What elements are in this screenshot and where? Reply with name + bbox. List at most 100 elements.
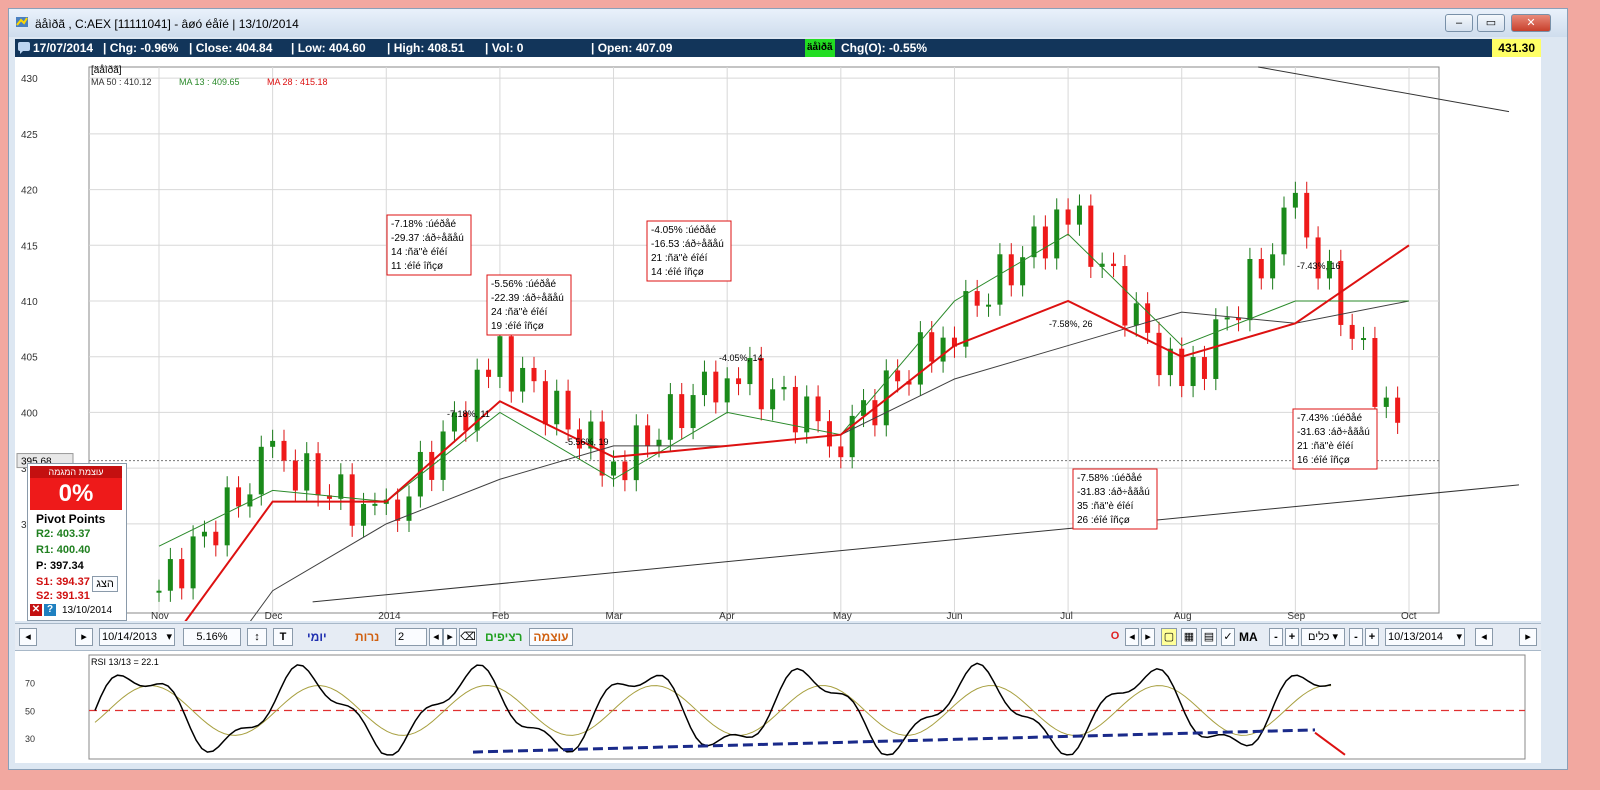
o-button[interactable]: O	[1110, 630, 1120, 642]
candle-body	[1122, 266, 1128, 326]
candle-body	[724, 378, 730, 403]
eraser-icon[interactable]: ⌫	[459, 628, 477, 646]
strength-button[interactable]: עוצמה	[529, 628, 573, 646]
help-icon[interactable]: ?	[44, 604, 56, 616]
daily-button[interactable]: יומי	[307, 630, 327, 644]
show-button[interactable]: הצג	[92, 576, 118, 592]
chart-toolbar: ◂ ▸ 10/14/2013 ▾ 5.16% ↕ T יומי נרות 2 ◂ …	[15, 623, 1541, 651]
candle-body	[1065, 209, 1071, 225]
rsi-panel[interactable]: 70 50 30 RSI 13/13 = 22.1	[15, 651, 1541, 763]
annotation-line: 21 :ñä"è éîéí	[1297, 441, 1354, 452]
scroll-right-end-button[interactable]: ▸	[1519, 628, 1537, 646]
maximize-button[interactable]: ▭	[1477, 14, 1505, 32]
candle-body	[781, 386, 787, 390]
pivot-title: Pivot Points	[36, 512, 106, 526]
candle-body	[565, 390, 571, 430]
candle-body	[406, 496, 412, 521]
zoom-plus-button[interactable]: +	[1365, 628, 1379, 646]
scroll-left-button[interactable]: ◂	[19, 628, 37, 646]
title-bar[interactable]: äåìðã , C:AEX [11111041] - âøó éåîé | 13…	[9, 9, 1567, 37]
spin-right-button[interactable]: ▸	[443, 628, 457, 646]
period-spinner[interactable]: 2	[395, 628, 427, 646]
candles-button[interactable]: נרות	[355, 630, 380, 644]
candle-body	[792, 386, 798, 433]
annotation-box	[1292, 408, 1378, 470]
info-close: | Close: 404.84	[189, 41, 273, 55]
rsi-line	[94, 662, 1332, 756]
pivot-date: 13/10/2014	[62, 605, 113, 616]
scroll-right-button[interactable]: ▸	[75, 628, 93, 646]
candle-body	[599, 421, 605, 476]
info-low: | Low: 404.60	[291, 41, 366, 55]
ma-label: MA 50 : 410.12	[91, 77, 152, 87]
candle-body	[1190, 357, 1196, 387]
start-date-select[interactable]: 10/14/2013 ▾	[99, 628, 175, 646]
annotation-line: 35 :ñä"è éîéí	[1077, 501, 1134, 512]
chart-type-icon[interactable]: ▤	[1201, 628, 1217, 646]
grid-icon[interactable]: ▦	[1181, 628, 1197, 646]
percent-field[interactable]: 5.16%	[183, 628, 241, 646]
vertical-resize-icon[interactable]: ↕	[247, 628, 267, 646]
annotation-line: 26 :éîé îñçø	[1077, 515, 1130, 526]
annotation-box	[1072, 468, 1158, 530]
continuous-button[interactable]: רציפים	[485, 630, 523, 644]
scroll-left-end-button[interactable]: ◂	[1475, 628, 1493, 646]
candle-body	[1179, 348, 1185, 387]
candle-body	[872, 400, 878, 426]
end-date-select[interactable]: 10/13/2014 ▾	[1385, 628, 1465, 646]
info-change: | Chg: -0.96%	[103, 41, 179, 55]
candle-body	[974, 291, 980, 306]
resistance-trendline	[1258, 66, 1510, 113]
candle-body	[1213, 319, 1219, 379]
candle-body	[236, 487, 242, 507]
y-tick-label: 410	[21, 297, 38, 308]
candle-body	[201, 531, 207, 537]
annotation-box	[486, 274, 572, 336]
rsi-chart[interactable]: 70 50 30 RSI 13/13 = 22.1	[15, 651, 1541, 763]
candle-body	[1145, 303, 1151, 333]
candle-body	[531, 367, 537, 382]
pivot-r1: R1: 400.40	[36, 544, 91, 556]
candle-body	[281, 440, 287, 461]
ma-minus-button[interactable]: -	[1269, 628, 1283, 646]
chevron-down-icon: ▾	[1456, 631, 1462, 643]
candle-body	[474, 369, 480, 431]
rsi-label: RSI 13/13 = 22.1	[91, 657, 159, 667]
app-window: äåìðã , C:AEX [11111041] - âøó éåîé | 13…	[8, 8, 1568, 770]
candle-body	[372, 503, 378, 506]
candle-body	[270, 440, 276, 447]
annotation-line: -29.37 :áð÷åãåú	[391, 232, 464, 244]
candle-body	[747, 358, 753, 385]
annotation-short: -7.18%, 11	[447, 409, 490, 419]
ma-line-ma13	[158, 233, 1409, 547]
annotation-short: -5.56%, 19	[565, 437, 609, 447]
price-chart-panel[interactable]: 430425420415410405400395390NovDec2014Feb…	[15, 57, 1541, 748]
pivot-s2: S2: 391.31	[36, 590, 90, 602]
note-icon[interactable]: ▢	[1161, 628, 1177, 646]
candle-body	[395, 499, 401, 521]
ma-checkbox[interactable]: ✓	[1221, 628, 1235, 646]
spin-left-button[interactable]: ◂	[429, 628, 443, 646]
candle-body	[906, 381, 912, 385]
annotation-line: 11 :éîé îñçø	[391, 261, 443, 272]
candle-body	[1031, 226, 1037, 258]
tools-select[interactable]: כלים ▾	[1301, 628, 1345, 646]
candle-body	[679, 394, 685, 429]
zoom-minus-button[interactable]: -	[1349, 628, 1363, 646]
candle-body	[1088, 205, 1094, 267]
candle-body	[997, 254, 1003, 305]
candle-body	[770, 389, 776, 410]
text-tool-button[interactable]: T	[273, 628, 293, 646]
close-icon[interactable]: ✕	[30, 604, 42, 616]
tools-select-value: כלים	[1307, 631, 1330, 643]
comment-icon[interactable]	[17, 41, 31, 55]
candle-body	[951, 337, 957, 347]
price-chart[interactable]: 430425420415410405400395390NovDec2014Feb…	[15, 57, 1541, 748]
next-button[interactable]: ▸	[1141, 628, 1155, 646]
ma-plus-button[interactable]: +	[1285, 628, 1299, 646]
prev-button[interactable]: ◂	[1125, 628, 1139, 646]
candle-body	[520, 367, 526, 392]
candle-body	[1008, 254, 1014, 286]
close-button[interactable]: ✕	[1511, 14, 1551, 32]
minimize-button[interactable]: ‒	[1445, 14, 1473, 32]
